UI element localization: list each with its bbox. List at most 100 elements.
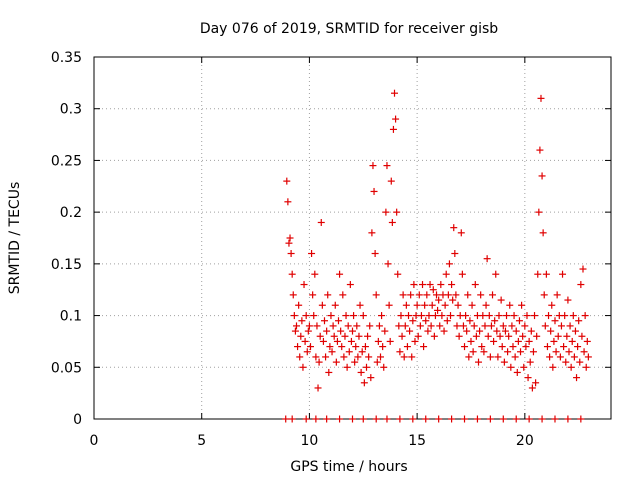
data-point <box>563 332 571 340</box>
data-point <box>296 353 304 361</box>
data-point <box>559 270 567 278</box>
data-point <box>434 306 442 314</box>
data-point <box>512 327 520 335</box>
data-point <box>349 415 356 423</box>
data-point <box>378 312 386 320</box>
data-point <box>501 327 509 335</box>
data-point <box>309 291 317 299</box>
data-point <box>389 125 397 133</box>
data-point <box>472 332 480 340</box>
data-point <box>577 281 585 289</box>
data-point <box>326 343 334 351</box>
data-point <box>507 363 515 371</box>
data-point <box>487 322 495 330</box>
data-point <box>301 337 309 345</box>
data-point <box>450 224 458 232</box>
data-point <box>360 379 368 387</box>
data-point <box>367 374 375 382</box>
data-point <box>461 343 469 351</box>
data-point <box>402 301 410 309</box>
data-point <box>312 415 320 423</box>
data-point <box>565 348 573 356</box>
data-point <box>435 415 443 423</box>
data-point <box>297 332 305 340</box>
data-point <box>375 322 383 330</box>
data-point <box>336 270 344 278</box>
data-point <box>427 322 435 330</box>
data-point <box>499 322 507 330</box>
data-point <box>386 337 394 345</box>
data-point <box>339 291 347 299</box>
data-point <box>323 327 331 335</box>
data-point <box>415 291 423 299</box>
data-point <box>351 358 359 366</box>
data-point <box>566 322 574 330</box>
data-point <box>428 301 436 309</box>
data-point <box>531 312 539 320</box>
data-points <box>282 89 592 423</box>
data-point <box>541 322 549 330</box>
data-point <box>422 415 430 423</box>
data-point <box>470 322 478 330</box>
data-point <box>518 301 526 309</box>
data-point <box>295 301 303 309</box>
data-point <box>347 337 355 345</box>
data-point <box>575 317 583 325</box>
data-point <box>584 353 592 361</box>
data-point <box>514 337 522 345</box>
data-point <box>394 270 402 278</box>
y-tick-label: 0.05 <box>51 360 82 376</box>
y-tick-label: 0.35 <box>51 50 82 66</box>
data-point <box>387 177 395 185</box>
data-point <box>334 317 342 325</box>
x-tick-label: 20 <box>516 433 534 449</box>
data-point <box>569 312 577 320</box>
data-point <box>411 337 419 345</box>
y-tick-label: 0 <box>73 412 82 428</box>
data-point <box>576 358 584 366</box>
data-point <box>313 322 321 330</box>
data-point <box>478 343 486 351</box>
data-point <box>354 353 362 361</box>
data-point <box>493 327 501 335</box>
data-point <box>329 322 337 330</box>
data-point <box>481 322 489 330</box>
data-point <box>469 348 477 356</box>
data-point <box>290 312 298 320</box>
data-point <box>305 322 313 330</box>
data-point <box>524 374 532 382</box>
data-point <box>372 291 380 299</box>
data-point <box>365 353 373 361</box>
data-point <box>291 327 299 335</box>
data-point <box>492 270 500 278</box>
data-point <box>538 172 546 180</box>
data-point <box>574 343 582 351</box>
data-point <box>364 332 372 340</box>
data-point <box>513 368 521 376</box>
data-point <box>304 327 312 335</box>
data-point <box>447 312 455 320</box>
data-point <box>429 286 437 294</box>
data-point <box>396 348 404 356</box>
data-point <box>425 312 433 320</box>
data-point <box>385 301 393 309</box>
data-point <box>473 415 481 423</box>
data-point <box>284 198 292 206</box>
data-point <box>406 327 414 335</box>
data-point <box>485 312 493 320</box>
data-point <box>292 322 300 330</box>
data-point <box>476 327 484 335</box>
data-point <box>358 348 366 356</box>
data-point <box>551 415 559 423</box>
data-point <box>302 312 310 320</box>
data-point <box>299 363 307 371</box>
data-point <box>581 312 589 320</box>
grid-lines <box>94 57 611 419</box>
data-point <box>441 301 449 309</box>
y-tick-label: 0.3 <box>60 102 82 118</box>
data-point <box>379 343 387 351</box>
data-point <box>543 343 551 351</box>
data-point <box>319 337 327 345</box>
data-point <box>526 358 534 366</box>
data-point <box>568 337 576 345</box>
